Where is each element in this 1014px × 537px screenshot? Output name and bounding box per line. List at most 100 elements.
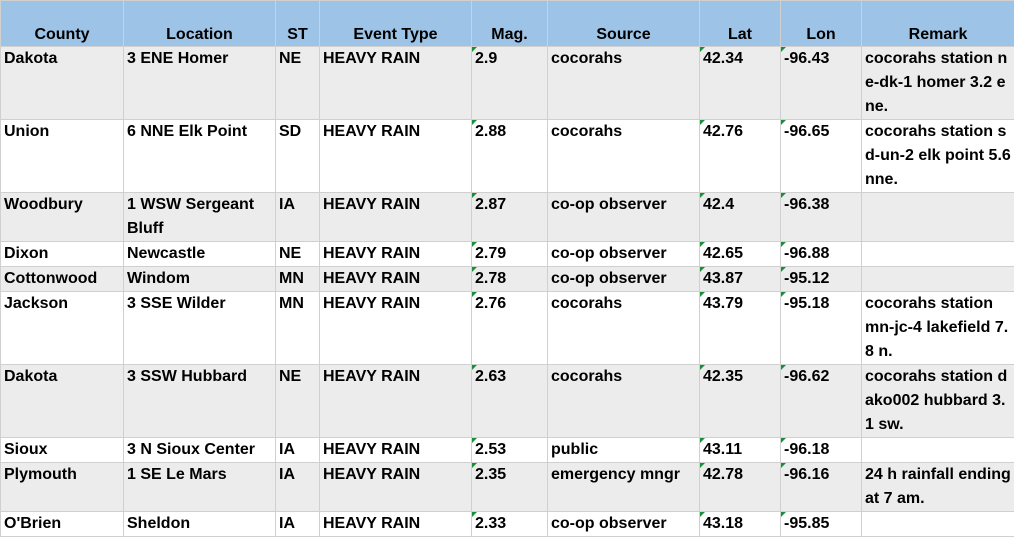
cell-lat[interactable]: 42.65 xyxy=(700,242,781,267)
cell-source[interactable]: co-op observer xyxy=(548,267,700,292)
cell-mag[interactable]: 2.53 xyxy=(472,438,548,463)
cell-lon[interactable]: -96.38 xyxy=(781,193,862,242)
cell-mag[interactable]: 2.78 xyxy=(472,267,548,292)
cell-location[interactable]: 3 SSW Hubbard xyxy=(124,365,276,438)
cell-st[interactable]: MN xyxy=(276,292,320,365)
cell-st[interactable]: NE xyxy=(276,47,320,120)
cell-source[interactable]: co-op observer xyxy=(548,512,700,537)
column-header-remark[interactable]: Remark xyxy=(862,1,1014,47)
cell-event-type[interactable]: HEAVY RAIN xyxy=(320,438,472,463)
cell-lon[interactable]: -95.85 xyxy=(781,512,862,537)
cell-mag[interactable]: 2.76 xyxy=(472,292,548,365)
cell-source[interactable]: co-op observer xyxy=(548,242,700,267)
cell-county[interactable]: Woodbury xyxy=(1,193,124,242)
cell-remark[interactable] xyxy=(862,242,1014,267)
cell-location[interactable]: Newcastle xyxy=(124,242,276,267)
cell-lon[interactable]: -96.65 xyxy=(781,120,862,193)
column-header-lat[interactable]: Lat xyxy=(700,1,781,47)
column-header-event-type[interactable]: Event Type xyxy=(320,1,472,47)
cell-location[interactable]: Sheldon xyxy=(124,512,276,537)
column-header-st[interactable]: ST xyxy=(276,1,320,47)
column-header-lon[interactable]: Lon xyxy=(781,1,862,47)
cell-source[interactable]: public xyxy=(548,438,700,463)
cell-st[interactable]: SD xyxy=(276,120,320,193)
cell-remark[interactable]: cocorahs station dako002 hubbard 3.1 sw. xyxy=(862,365,1014,438)
cell-event-type[interactable]: HEAVY RAIN xyxy=(320,242,472,267)
cell-st[interactable]: IA xyxy=(276,438,320,463)
cell-remark[interactable] xyxy=(862,438,1014,463)
cell-remark[interactable]: cocorahs station mn-jc-4 lakefield 7.8 n… xyxy=(862,292,1014,365)
cell-county[interactable]: Sioux xyxy=(1,438,124,463)
cell-mag[interactable]: 2.35 xyxy=(472,463,548,512)
cell-lon[interactable]: -96.88 xyxy=(781,242,862,267)
cell-location[interactable]: 3 N Sioux Center xyxy=(124,438,276,463)
cell-location[interactable]: 6 NNE Elk Point xyxy=(124,120,276,193)
cell-lat[interactable]: 43.79 xyxy=(700,292,781,365)
cell-event-type[interactable]: HEAVY RAIN xyxy=(320,47,472,120)
cell-lat[interactable]: 43.87 xyxy=(700,267,781,292)
cell-lon[interactable]: -96.16 xyxy=(781,463,862,512)
cell-source[interactable]: co-op observer xyxy=(548,193,700,242)
cell-county[interactable]: Dixon xyxy=(1,242,124,267)
cell-lon[interactable]: -96.62 xyxy=(781,365,862,438)
cell-remark[interactable]: 24 h rainfall ending at 7 am. xyxy=(862,463,1014,512)
cell-county[interactable]: Plymouth xyxy=(1,463,124,512)
cell-county[interactable]: Cottonwood xyxy=(1,267,124,292)
column-header-county[interactable]: County xyxy=(1,1,124,47)
cell-lon[interactable]: -96.43 xyxy=(781,47,862,120)
cell-mag[interactable]: 2.87 xyxy=(472,193,548,242)
cell-source[interactable]: cocorahs xyxy=(548,292,700,365)
cell-st[interactable]: IA xyxy=(276,193,320,242)
header-row: County Location ST Event Type Mag. Sourc… xyxy=(1,1,1014,47)
cell-mag[interactable]: 2.88 xyxy=(472,120,548,193)
cell-source[interactable]: cocorahs xyxy=(548,120,700,193)
cell-st[interactable]: MN xyxy=(276,267,320,292)
cell-lat[interactable]: 43.18 xyxy=(700,512,781,537)
cell-location[interactable]: 3 SSE Wilder xyxy=(124,292,276,365)
cell-lat[interactable]: 42.35 xyxy=(700,365,781,438)
cell-source[interactable]: emergency mngr xyxy=(548,463,700,512)
cell-county[interactable]: O'Brien xyxy=(1,512,124,537)
cell-event-type[interactable]: HEAVY RAIN xyxy=(320,292,472,365)
cell-event-type[interactable]: HEAVY RAIN xyxy=(320,365,472,438)
cell-county[interactable]: Dakota xyxy=(1,47,124,120)
cell-mag[interactable]: 2.79 xyxy=(472,242,548,267)
cell-event-type[interactable]: HEAVY RAIN xyxy=(320,120,472,193)
cell-source[interactable]: cocorahs xyxy=(548,47,700,120)
cell-lon[interactable]: -96.18 xyxy=(781,438,862,463)
cell-location[interactable]: 3 ENE Homer xyxy=(124,47,276,120)
cell-event-type[interactable]: HEAVY RAIN xyxy=(320,512,472,537)
cell-location[interactable]: Windom xyxy=(124,267,276,292)
cell-remark[interactable] xyxy=(862,512,1014,537)
cell-lat[interactable]: 42.34 xyxy=(700,47,781,120)
column-header-mag[interactable]: Mag. xyxy=(472,1,548,47)
cell-county[interactable]: Dakota xyxy=(1,365,124,438)
cell-remark[interactable]: cocorahs station sd-un-2 elk point 5.6 n… xyxy=(862,120,1014,193)
cell-st[interactable]: IA xyxy=(276,512,320,537)
cell-st[interactable]: NE xyxy=(276,242,320,267)
cell-lat[interactable]: 43.11 xyxy=(700,438,781,463)
cell-lat[interactable]: 42.76 xyxy=(700,120,781,193)
cell-lat[interactable]: 42.78 xyxy=(700,463,781,512)
cell-lat[interactable]: 42.4 xyxy=(700,193,781,242)
cell-county[interactable]: Jackson xyxy=(1,292,124,365)
cell-remark[interactable] xyxy=(862,193,1014,242)
cell-st[interactable]: NE xyxy=(276,365,320,438)
cell-mag[interactable]: 2.63 xyxy=(472,365,548,438)
column-header-source[interactable]: Source xyxy=(548,1,700,47)
cell-remark[interactable] xyxy=(862,267,1014,292)
cell-lon[interactable]: -95.12 xyxy=(781,267,862,292)
cell-remark[interactable]: cocorahs station ne-dk-1 homer 3.2 ene. xyxy=(862,47,1014,120)
cell-mag[interactable]: 2.9 xyxy=(472,47,548,120)
cell-source[interactable]: cocorahs xyxy=(548,365,700,438)
cell-location[interactable]: 1 WSW Sergeant Bluff xyxy=(124,193,276,242)
cell-event-type[interactable]: HEAVY RAIN xyxy=(320,463,472,512)
cell-mag[interactable]: 2.33 xyxy=(472,512,548,537)
cell-event-type[interactable]: HEAVY RAIN xyxy=(320,193,472,242)
cell-county[interactable]: Union xyxy=(1,120,124,193)
column-header-location[interactable]: Location xyxy=(124,1,276,47)
cell-event-type[interactable]: HEAVY RAIN xyxy=(320,267,472,292)
cell-st[interactable]: IA xyxy=(276,463,320,512)
cell-lon[interactable]: -95.18 xyxy=(781,292,862,365)
cell-location[interactable]: 1 SE Le Mars xyxy=(124,463,276,512)
